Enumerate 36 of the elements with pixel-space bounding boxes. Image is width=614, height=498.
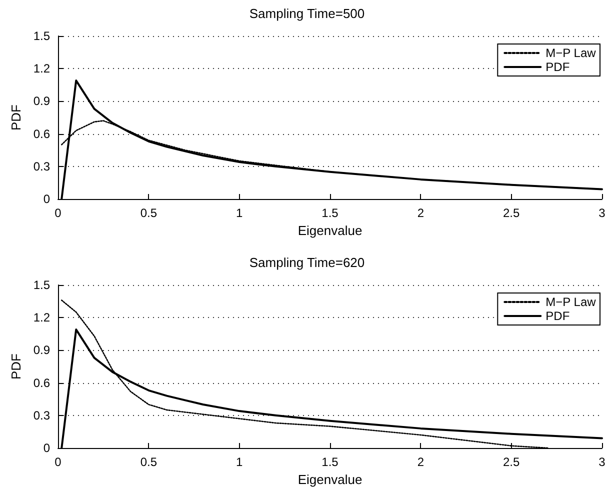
x-tick-label: 1 [236, 206, 243, 220]
y-tick-label: 0.6 [33, 376, 50, 390]
x-tick-label: 2.5 [502, 455, 520, 469]
y-tick-label: 1.5 [33, 29, 50, 43]
x-tick-label: 0.5 [140, 455, 158, 469]
y-tick-label: 1.5 [33, 278, 50, 292]
x-tick-label: 2 [417, 455, 424, 469]
y-tick-label: 0.6 [33, 126, 50, 141]
x-tick-label: 0 [54, 206, 62, 220]
x-axis-title: Eigenvalue [298, 472, 362, 487]
x-tick-label: 3 [598, 206, 606, 220]
x-axis-title: Eigenvalue [298, 222, 362, 238]
x-tick-label: 2.5 [502, 206, 520, 220]
y-tick-label: 0.9 [33, 94, 50, 108]
legend-label: PDF [546, 309, 570, 323]
y-tick-label: 0 [43, 192, 50, 206]
legend-label: M−P Law [546, 295, 596, 309]
x-tick-label: 0.5 [140, 206, 158, 220]
y-axis-title: PDF [8, 353, 24, 380]
y-tick-label: 1.2 [33, 62, 50, 76]
chart-title: Sampling Time=500 [249, 6, 365, 21]
x-tick-label: 0 [54, 455, 62, 469]
legend-label: PDF [546, 60, 570, 74]
x-tick-label: 1 [236, 455, 243, 469]
y-tick-label: 0.3 [33, 159, 50, 174]
y-tick-label: 0.9 [33, 343, 50, 358]
x-tick-label: 1.5 [322, 206, 339, 220]
legend-label: M−P Law [546, 46, 596, 60]
y-tick-label: 0 [43, 441, 50, 455]
x-tick-label: 3 [598, 455, 606, 469]
y-tick-label: 1.2 [33, 310, 50, 325]
x-tick-label: 1.5 [322, 455, 339, 469]
chart-title: Sampling Time=620 [249, 255, 365, 270]
y-axis-title: PDF [8, 104, 24, 130]
x-tick-label: 2 [417, 206, 424, 220]
y-tick-label: 0.3 [33, 408, 50, 422]
